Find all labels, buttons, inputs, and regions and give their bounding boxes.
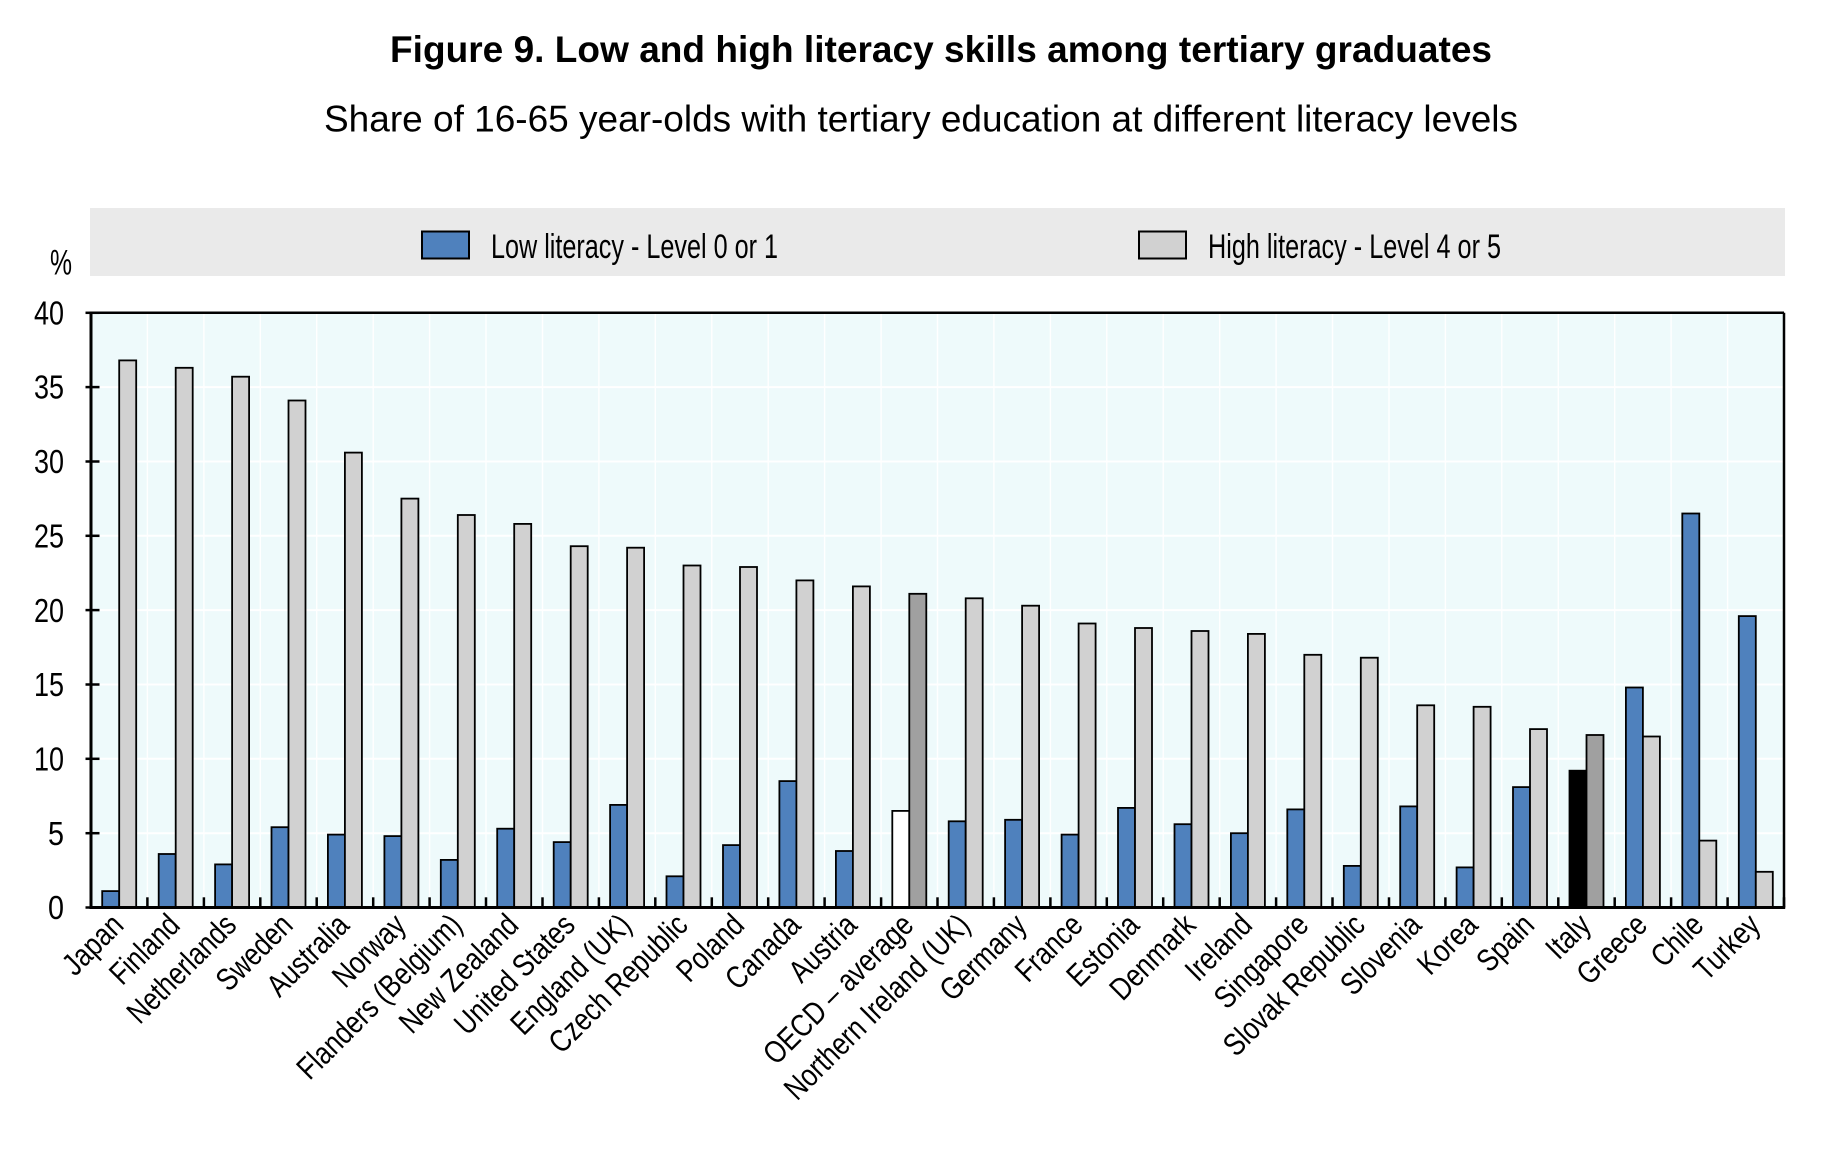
svg-text:0: 0 bbox=[48, 890, 64, 927]
svg-text:10: 10 bbox=[34, 741, 64, 778]
svg-text:Share of 16-65 year-olds with: Share of 16-65 year-olds with tertiary e… bbox=[324, 99, 1518, 140]
svg-text:%: % bbox=[50, 244, 72, 283]
svg-text:35: 35 bbox=[34, 370, 64, 407]
svg-text:15: 15 bbox=[34, 667, 64, 704]
svg-text:40: 40 bbox=[34, 295, 64, 332]
svg-text:Low literacy - Level 0 or 1: Low literacy - Level 0 or 1 bbox=[491, 228, 778, 266]
svg-text:High literacy - Level 4 or 5: High literacy - Level 4 or 5 bbox=[1208, 228, 1501, 266]
svg-text:25: 25 bbox=[34, 518, 64, 555]
svg-text:30: 30 bbox=[34, 444, 64, 481]
svg-text:5: 5 bbox=[48, 816, 64, 853]
svg-text:20: 20 bbox=[34, 593, 64, 630]
svg-text:Figure 9. Low and high literac: Figure 9. Low and high literacy skills a… bbox=[390, 29, 1492, 70]
